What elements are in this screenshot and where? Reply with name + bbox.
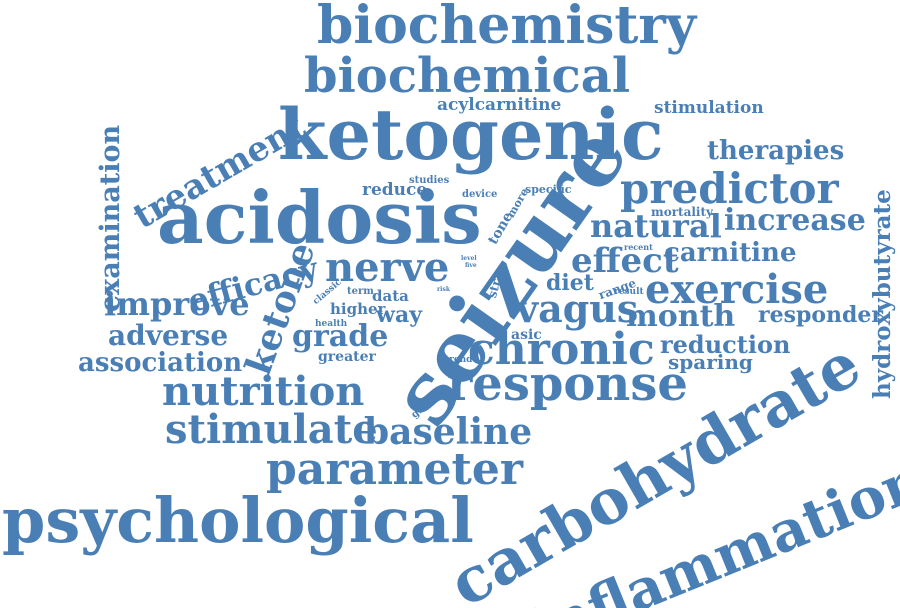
word-greater: greater	[318, 349, 376, 365]
word-stimulation: stimulation	[654, 98, 764, 118]
word-response: response	[447, 356, 688, 412]
word-increase: increase	[724, 203, 866, 238]
word-baseline: baseline	[364, 411, 533, 453]
word-result: result	[614, 287, 644, 297]
word-diet: diet	[546, 270, 594, 296]
word-device: device	[462, 189, 498, 200]
word-asic: asic	[511, 327, 542, 343]
word-parameter: parameter	[266, 444, 524, 495]
word-sparing: sparing	[668, 350, 753, 374]
word-stimulate: stimulate	[165, 406, 378, 453]
word-specific: specific	[525, 183, 572, 196]
word-biochemistry: biochemistry	[317, 0, 697, 56]
word-five: five	[465, 262, 477, 269]
word-level: level	[461, 255, 477, 262]
word-risk: risk	[437, 286, 450, 293]
word-nerve: nerve	[325, 244, 450, 291]
word-biochemical: biochemical	[304, 48, 631, 104]
word-vagus: vagus	[516, 286, 639, 331]
word-therapies: therapies	[707, 136, 845, 166]
word-responder: responder	[758, 302, 883, 328]
word-grade: grade	[292, 319, 389, 354]
word-month: month	[626, 299, 736, 334]
word-adverse: adverse	[108, 319, 229, 352]
word-way: way	[376, 302, 422, 328]
word-nutrition: nutrition	[162, 368, 365, 415]
word-psychological: psychological	[2, 484, 474, 557]
word-chronic: chronic	[468, 324, 655, 375]
word-reduce: reduce	[362, 180, 428, 200]
word-data: data	[372, 287, 409, 305]
word-acylcarnitine: acylcarnitine	[437, 95, 562, 115]
word-hydroxybutyrate: hydroxybutyrate	[869, 189, 896, 399]
word-exercise: exercise	[645, 266, 829, 313]
word-studies: studies	[409, 175, 450, 186]
word-health: health	[315, 319, 348, 329]
word-trend: trend	[445, 355, 473, 365]
word-association: association	[78, 348, 243, 378]
word-effect: effect	[571, 241, 679, 281]
word-predictor: predictor	[620, 164, 839, 213]
word-ketogenic: ketogenic	[278, 93, 664, 176]
word-reduction: reduction	[660, 330, 791, 359]
word-mortality: mortality	[651, 205, 713, 219]
word-higher: higher	[330, 300, 386, 318]
word-recent: recent	[624, 242, 653, 252]
word-term: term	[347, 286, 374, 297]
word-carnitine: carnitine	[664, 238, 797, 268]
word-improve: improve	[104, 285, 250, 323]
word-examination: examination	[95, 124, 126, 312]
word-acidosis: acidosis	[157, 175, 482, 260]
word-natural: natural	[590, 207, 722, 245]
